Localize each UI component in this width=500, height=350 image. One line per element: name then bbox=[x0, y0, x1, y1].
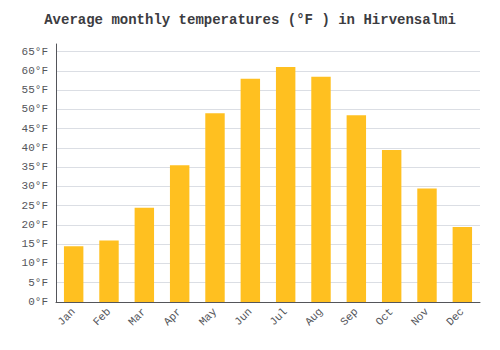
svg-text:Apr: Apr bbox=[161, 306, 183, 328]
svg-text:0°F: 0°F bbox=[28, 296, 48, 308]
svg-text:20°F: 20°F bbox=[22, 219, 48, 231]
svg-text:35°F: 35°F bbox=[22, 161, 48, 173]
svg-text:Feb: Feb bbox=[91, 306, 113, 328]
svg-text:10°F: 10°F bbox=[22, 257, 48, 269]
svg-text:30°F: 30°F bbox=[22, 180, 48, 192]
svg-text:Oct: Oct bbox=[373, 306, 395, 328]
svg-text:Nov: Nov bbox=[409, 305, 432, 328]
svg-text:Average monthly temperatures (: Average monthly temperatures (°F ) in Hi… bbox=[44, 12, 456, 28]
svg-text:45°F: 45°F bbox=[22, 123, 48, 135]
svg-text:55°F: 55°F bbox=[22, 84, 48, 96]
svg-text:Jun: Jun bbox=[232, 306, 254, 328]
svg-text:Jul: Jul bbox=[267, 306, 289, 328]
svg-text:65°F: 65°F bbox=[22, 46, 48, 58]
svg-text:60°F: 60°F bbox=[22, 65, 48, 77]
svg-text:25°F: 25°F bbox=[22, 200, 48, 212]
svg-text:15°F: 15°F bbox=[22, 238, 48, 250]
svg-text:Dec: Dec bbox=[444, 306, 466, 328]
svg-text:Aug: Aug bbox=[303, 306, 325, 328]
svg-text:50°F: 50°F bbox=[22, 103, 48, 115]
svg-text:Sep: Sep bbox=[338, 306, 360, 328]
svg-text:40°F: 40°F bbox=[22, 142, 48, 154]
svg-text:May: May bbox=[197, 305, 220, 328]
svg-text:Jan: Jan bbox=[55, 306, 77, 328]
svg-text:Mar: Mar bbox=[126, 306, 148, 328]
svg-text:5°F: 5°F bbox=[28, 277, 48, 289]
